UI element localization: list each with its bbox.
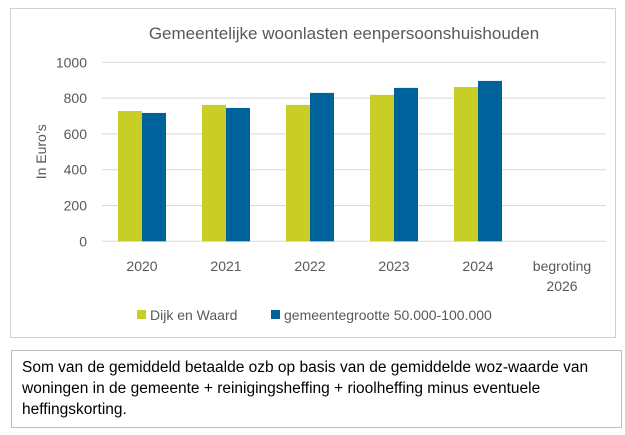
y-tick-label: 400 xyxy=(64,162,88,178)
bar-gemeentegrootte xyxy=(142,112,166,242)
y-axis-label: In Euro’s xyxy=(33,124,49,179)
note-text: Som van de gemiddeld betaalde ozb op bas… xyxy=(22,359,589,418)
x-tick-label: 2020 xyxy=(126,258,157,274)
y-tick-label: 0 xyxy=(79,233,87,249)
x-tick-label: begroting xyxy=(533,258,591,274)
bar-dijk-en-waard xyxy=(118,110,142,242)
y-tick-label: 200 xyxy=(64,198,88,214)
x-tick-label: 2024 xyxy=(462,258,493,274)
note-box: Som van de gemiddeld betaalde ozb op bas… xyxy=(11,350,622,428)
y-tick-label: 800 xyxy=(64,90,88,106)
chart-container: Gemeentelijke woonlasten eenpersoonshuis… xyxy=(10,8,616,338)
bar-dijk-en-waard xyxy=(370,94,394,242)
x-tick-label: 2023 xyxy=(378,258,409,274)
bar-gemeentegrootte xyxy=(478,80,502,242)
y-tick-label: 1000 xyxy=(56,54,87,70)
bar-gemeentegrootte xyxy=(310,92,334,242)
legend-swatch xyxy=(271,310,280,319)
legend-swatch xyxy=(137,310,146,319)
bar-chart: Gemeentelijke woonlasten eenpersoonshuis… xyxy=(33,24,606,323)
x-tick-label: 2021 xyxy=(210,258,241,274)
legend-label: gemeentegrootte 50.000-100.000 xyxy=(284,307,492,323)
bar-dijk-en-waard xyxy=(454,87,478,242)
bar-gemeentegrootte xyxy=(394,87,418,242)
x-tick-label: 2026 xyxy=(546,278,577,294)
bar-dijk-en-waard xyxy=(286,104,310,242)
y-tick-label: 600 xyxy=(64,126,88,142)
legend-label: Dijk en Waard xyxy=(150,307,237,323)
bar-dijk-en-waard xyxy=(202,104,226,242)
chart-title: Gemeentelijke woonlasten eenpersoonshuis… xyxy=(149,24,539,43)
x-tick-label: 2022 xyxy=(294,258,325,274)
bar-gemeentegrootte xyxy=(226,107,250,242)
